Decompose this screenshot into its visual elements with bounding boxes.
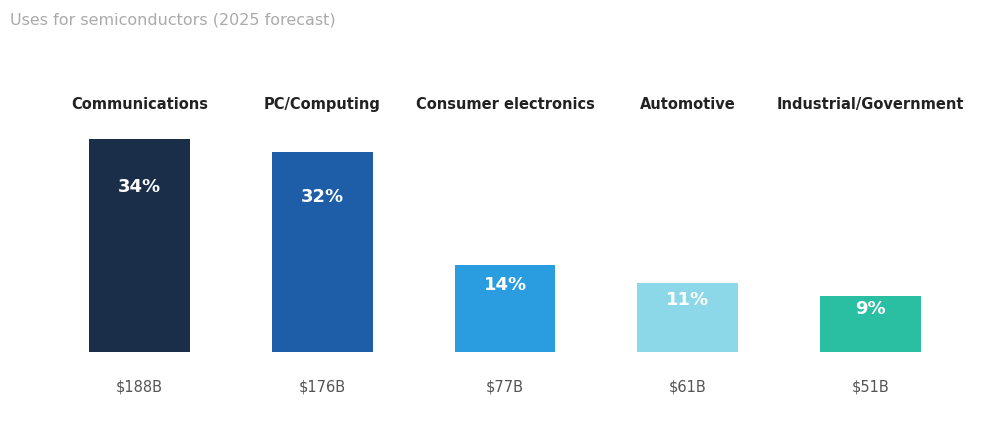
Text: Consumer electronics: Consumer electronics <box>416 97 594 112</box>
Bar <box>637 284 738 353</box>
Text: $188B: $188B <box>116 378 163 393</box>
Text: 32%: 32% <box>301 187 344 205</box>
Text: 34%: 34% <box>118 178 161 196</box>
Text: Uses for semiconductors (2025 forecast): Uses for semiconductors (2025 forecast) <box>10 13 336 28</box>
Text: Communications: Communications <box>71 97 208 112</box>
Text: PC/Computing: PC/Computing <box>264 97 381 112</box>
Text: 9%: 9% <box>855 300 886 318</box>
Text: $77B: $77B <box>486 378 524 393</box>
Bar <box>89 140 190 353</box>
Bar <box>820 296 921 353</box>
Text: 14%: 14% <box>483 275 527 293</box>
Text: 11%: 11% <box>666 290 709 308</box>
Bar <box>455 265 555 353</box>
Text: $61B: $61B <box>669 378 707 393</box>
Bar <box>272 152 373 353</box>
Text: Automotive: Automotive <box>640 97 736 112</box>
Text: Industrial/Government: Industrial/Government <box>777 97 964 112</box>
Text: $176B: $176B <box>299 378 346 393</box>
Text: $51B: $51B <box>852 378 889 393</box>
